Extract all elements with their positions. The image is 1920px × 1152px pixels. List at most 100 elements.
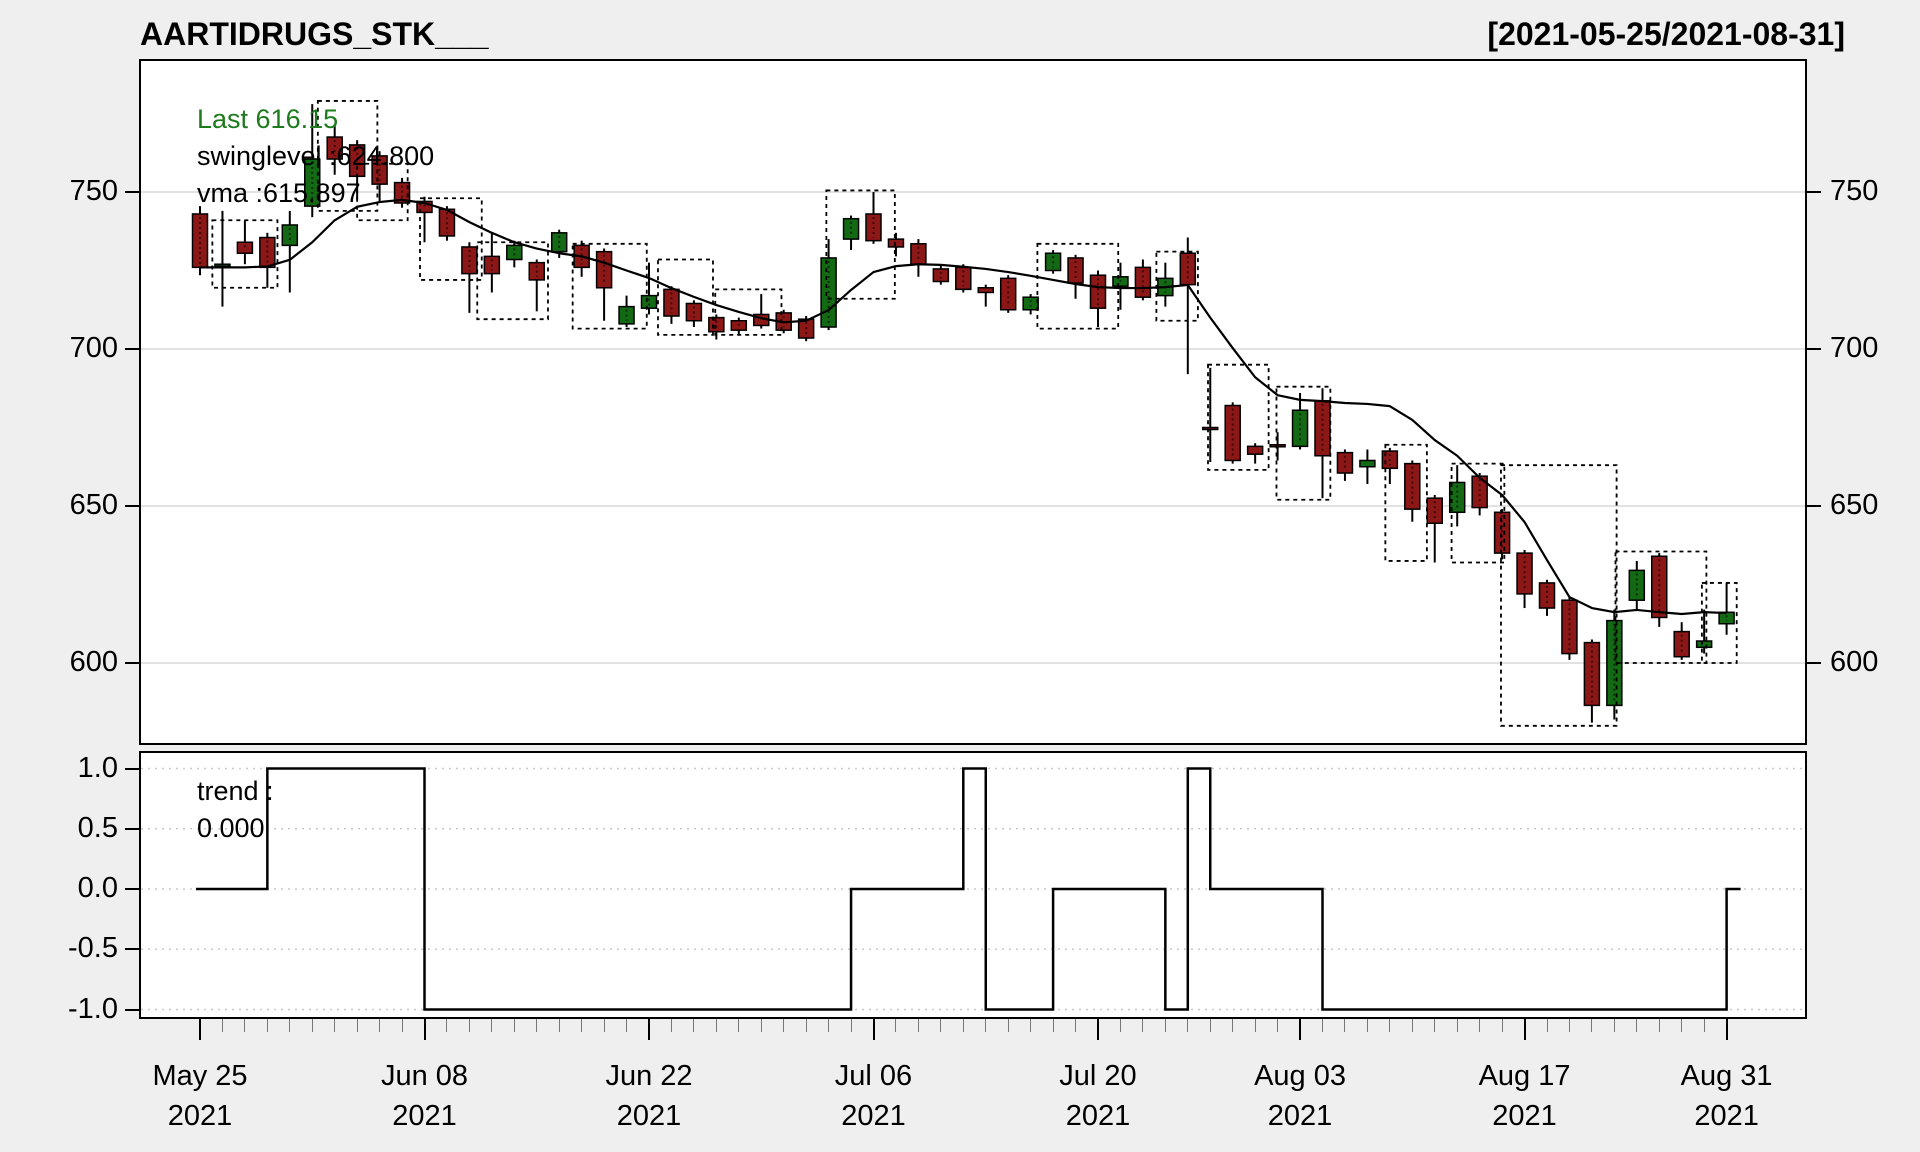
x-axis-tick [1277,1019,1279,1032]
x-axis-tick [850,1019,852,1032]
x-axis-tick [311,1019,313,1032]
x-axis-tick [1075,1019,1077,1032]
x-axis-tick [1411,1019,1413,1032]
y-axis-tick [125,191,139,193]
legend-vma-value: vma :615.897 [197,178,361,208]
y-axis-label-right: 750 [1830,175,1879,207]
x-axis-tick [693,1019,695,1032]
x-axis-tick [1479,1019,1481,1032]
candle-body [1538,582,1556,609]
x-axis-tick [1434,1019,1436,1032]
swing-level-box [1155,250,1199,322]
x-axis-tick [1007,1019,1009,1032]
trend-axis-tick [125,767,139,770]
trend-axis-tick [125,888,139,890]
x-axis-tick [266,1019,268,1032]
x-axis-tick [199,1019,201,1040]
candle-body [1022,296,1039,311]
date-range-label: [2021-05-25/2021-08-31] [1487,16,1845,52]
x-axis-tick [895,1019,897,1032]
x-axis-year-label: 2021 [167,1100,233,1132]
y-axis-label: 600 [69,646,118,678]
candle-body [1359,459,1376,468]
x-axis-date-label: May 25 [152,1060,248,1092]
x-axis-tick [1209,1019,1211,1032]
legend-swinglevel-value: swinglevel :624.800 [197,141,435,171]
swing-level-box [1450,462,1506,564]
x-axis-tick [1501,1019,1503,1032]
x-axis-tick [1366,1019,1368,1032]
candle-body [281,224,299,247]
trend-label-value: 0.000 [197,813,265,843]
swing-level-box [1275,385,1332,501]
x-axis-tick [1322,1019,1323,1032]
x-axis-tick [1523,1019,1526,1040]
candle-body [887,238,905,248]
candle-body [1673,630,1690,658]
x-axis-tick [1052,1019,1054,1032]
trend-label-title: trend : [197,776,274,806]
candle-body [1516,552,1533,595]
x-axis-tick [805,1019,807,1032]
trend-axis-label: 1.0 [77,751,118,784]
candle-body [1493,511,1511,554]
x-axis-date-label: Aug 03 [1254,1060,1347,1092]
x-axis-tick [513,1019,515,1032]
trend-step-plot [141,767,1805,1011]
candle-body [506,244,523,261]
x-axis-tick [1344,1019,1346,1032]
candle-body [326,136,343,160]
candle-body [640,294,658,309]
price-panel: Last 616.15 swinglevel :624.800 vma :615… [139,59,1807,745]
x-axis-tick [1142,1019,1144,1032]
x-axis-tick [648,1019,650,1040]
y-axis-label: 700 [69,332,118,364]
y-axis-tick-right [1807,505,1821,507]
x-axis-tick [446,1019,448,1032]
swing-level-box [825,189,896,300]
x-axis-date-label: Jul 20 [1059,1060,1137,1092]
x-axis-tick [1187,1019,1189,1032]
trend-axis-label: -1.0 [68,992,118,1025]
trend-axis-tick [125,827,139,830]
candle-body [393,181,411,204]
x-axis-tick [379,1019,381,1032]
x-axis-tick [1568,1019,1570,1032]
x-axis-tick [1164,1019,1166,1032]
x-axis-tick [1613,1019,1615,1032]
x-axis-year-label: 2021 [392,1100,457,1132]
candle-body [1089,274,1107,309]
x-axis-tick [1097,1019,1099,1040]
candle-body [214,263,231,267]
x-axis-tick [715,1019,717,1032]
swing-level-box [211,219,279,289]
x-axis-date-label: Jul 06 [834,1060,913,1092]
x-axis-tick [1636,1019,1638,1032]
x-axis-year-label: 2021 [841,1100,906,1132]
candle-body [1561,599,1578,655]
candle-body [708,316,725,333]
candle-body [1404,462,1421,510]
candle-body [932,268,950,283]
candle-body [1695,640,1713,649]
y-axis-label: 650 [69,489,118,521]
x-axis-tick [581,1019,583,1032]
trend-axis-label: 0.0 [77,872,118,904]
swing-level-box [356,162,409,222]
trend-axis-label: 0.5 [77,811,118,844]
legend: Last 616.15 swinglevel :624.800 vma :615… [197,101,434,212]
candle-body [1651,555,1668,619]
y-axis-tick-right [1807,348,1821,350]
y-axis-label-right: 700 [1830,332,1879,364]
x-axis-year-label: 2021 [1694,1100,1759,1132]
x-axis-tick [917,1019,919,1032]
x-axis-tick [1658,1019,1660,1032]
x-axis-tick [783,1019,785,1032]
candle-body [1471,475,1488,509]
x-axis-year-label: 2021 [1492,1100,1557,1132]
swing-level-box [1500,464,1618,727]
vma-line [200,198,1727,616]
legend-last-value: Last 616.15 [197,104,339,134]
x-axis-tick [423,1019,426,1040]
